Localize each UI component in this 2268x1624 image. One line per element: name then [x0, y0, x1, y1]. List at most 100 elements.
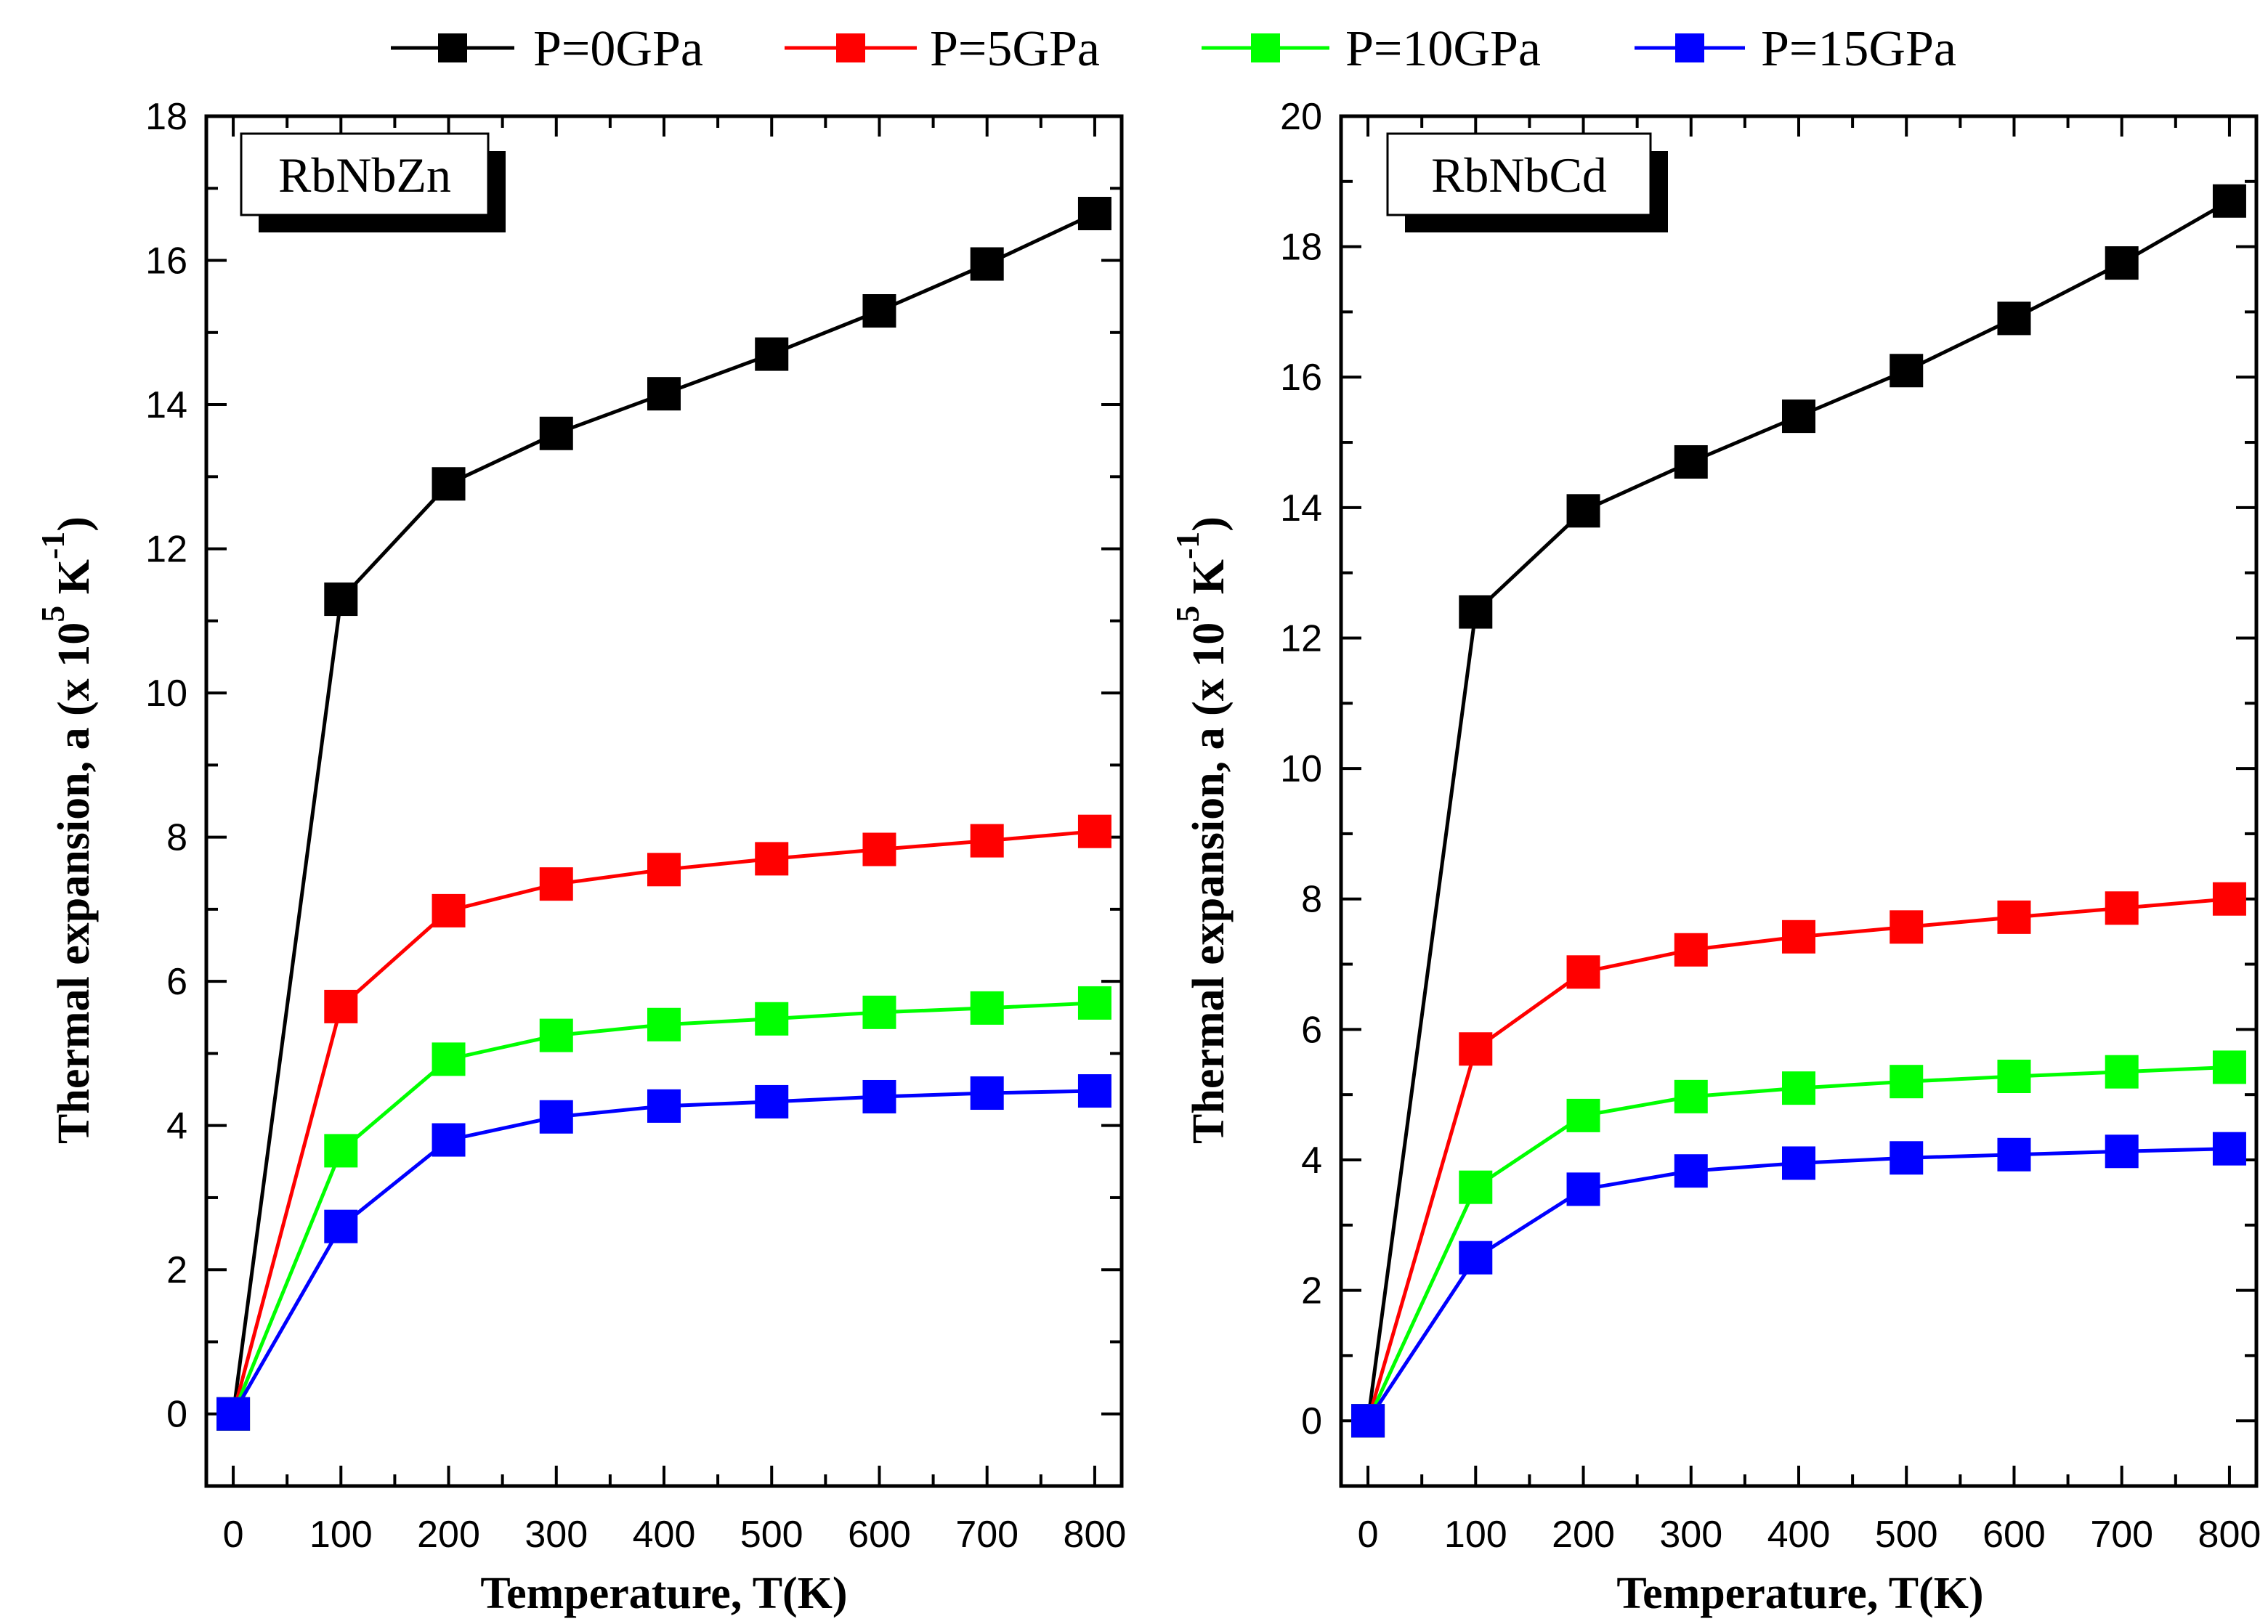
- x-tick-label: 200: [1552, 1514, 1615, 1556]
- data-point: [1566, 494, 1600, 528]
- data-point: [862, 832, 896, 866]
- title-box: [240, 132, 490, 216]
- x-tick-label: 300: [1659, 1514, 1722, 1556]
- y-tick-label: 0: [166, 1394, 187, 1436]
- x-tick-label: 100: [1444, 1514, 1507, 1556]
- data-point: [1782, 399, 1815, 434]
- legend-marker-P=10GPa: [1251, 33, 1280, 62]
- y-tick-label: 18: [1280, 227, 1322, 269]
- data-point: [539, 867, 573, 901]
- y-tick-label: 6: [1301, 1009, 1322, 1051]
- y-axis-title-main: Thermal expansion, a (x 10: [49, 622, 99, 1144]
- data-point: [970, 1076, 1004, 1111]
- data-point: [1890, 1141, 1924, 1175]
- x-tick-label: 200: [417, 1514, 480, 1556]
- y-tick-label: 12: [145, 529, 187, 571]
- chart-panel-2: 0 100 200 300 400 500 600 700 800 0 2 4 6 8 10 12 14 16 18…: [1169, 96, 2261, 1618]
- series-line-P=0GPa: [1366, 199, 2231, 1421]
- series-P=15GPa: [1366, 1147, 2230, 1422]
- data-point: [1782, 1146, 1815, 1180]
- x-tick-label: 100: [309, 1514, 373, 1556]
- data-point: [1566, 1172, 1600, 1206]
- data-point: [862, 1079, 896, 1113]
- x-tick-label: 600: [848, 1514, 911, 1556]
- data-point: [1077, 197, 1111, 231]
- y-tick-label: 14: [1280, 487, 1322, 529]
- legend-label: P=5GPa: [930, 21, 1100, 77]
- data-point: [647, 1007, 681, 1042]
- y-tick-label: 6: [166, 961, 187, 1003]
- y-axis-title-exponent: 5: [34, 606, 71, 622]
- data-point: [755, 842, 789, 876]
- title-box: [1386, 132, 1652, 216]
- y-axis-title: Thermal expansion, a (x 105 K-1): [34, 516, 99, 1144]
- plot-frame: [1339, 114, 2259, 1488]
- data-point: [432, 1042, 466, 1076]
- data-point: [1674, 1154, 1708, 1188]
- data-point: [539, 1100, 573, 1134]
- series-markers-P=15GPa: [1351, 1132, 2246, 1438]
- data-point: [1890, 354, 1924, 388]
- data-point: [755, 1084, 789, 1118]
- y-axis-title-unit-exponent: -1: [1169, 532, 1206, 559]
- series-P=15GPa: [231, 1089, 1095, 1415]
- data-point: [1459, 1170, 1493, 1204]
- data-point: [2212, 1132, 2246, 1166]
- y-tick-label: 16: [1280, 357, 1322, 399]
- data-point: [1459, 1032, 1493, 1066]
- y-tick-label: 18: [145, 96, 187, 138]
- data-point: [324, 989, 358, 1023]
- data-point: [1566, 1098, 1600, 1132]
- data-point: [432, 1123, 466, 1157]
- data-point: [1674, 933, 1708, 967]
- data-point: [1890, 1065, 1924, 1099]
- y-tick-label: 4: [1301, 1140, 1322, 1182]
- x-tick-label: 500: [740, 1514, 803, 1556]
- x-tick-label: 700: [955, 1514, 1018, 1556]
- data-point: [970, 991, 1004, 1025]
- y-tick-label: 4: [166, 1105, 187, 1148]
- y-tick-label: 16: [145, 240, 187, 283]
- y-tick-label: 10: [1280, 748, 1322, 790]
- y-tick-label: 14: [145, 384, 187, 426]
- data-point: [2105, 1055, 2139, 1089]
- x-axis-title: Temperature, T(K): [480, 1569, 847, 1618]
- data-point: [755, 337, 789, 371]
- data-point: [1674, 444, 1708, 479]
- data-point: [862, 995, 896, 1029]
- y-tick-label: 2: [166, 1249, 187, 1291]
- series-markers-P=15GPa: [216, 1074, 1111, 1431]
- x-tick-label: 500: [1875, 1514, 1938, 1556]
- data-point: [1351, 1404, 1385, 1438]
- y-tick-label: 2: [1301, 1270, 1322, 1312]
- data-point: [1674, 1079, 1708, 1113]
- legend-label: P=0GPa: [533, 21, 703, 77]
- series-markers-P=10GPa: [216, 986, 1111, 1431]
- series-markers-P=0GPa: [216, 197, 1111, 1431]
- series-P=0GPa: [1366, 199, 2231, 1421]
- data-point: [324, 582, 358, 617]
- y-tick-label: 12: [1280, 617, 1322, 659]
- x-tick-label: 800: [2198, 1514, 2261, 1556]
- y-axis-title-unit-exponent: -1: [34, 532, 71, 559]
- data-point: [1997, 1137, 2031, 1172]
- data-point: [2105, 1134, 2139, 1169]
- data-point: [1459, 595, 1493, 629]
- data-point: [1077, 1074, 1111, 1108]
- y-axis-title-close: ): [49, 516, 99, 532]
- y-axis-title-exponent: 5: [1169, 606, 1206, 622]
- chart-title: RbNbZn: [278, 147, 451, 203]
- data-point: [2212, 882, 2246, 916]
- x-tick-label: 400: [1767, 1514, 1831, 1556]
- y-tick-label: 10: [145, 673, 187, 715]
- data-point: [2212, 184, 2246, 218]
- y-axis-title-close: ): [1184, 516, 1234, 532]
- data-point: [324, 1209, 358, 1243]
- data-point: [1997, 900, 2031, 934]
- data-point: [1997, 301, 2031, 336]
- data-point: [1077, 986, 1111, 1020]
- x-tick-label: 0: [1358, 1514, 1379, 1556]
- x-tick-label: 400: [633, 1514, 696, 1556]
- chart-panel-1: 0 100 200 300 400 500 600 700 800 0 2 4 6 8 10 12 14 16 18…: [34, 96, 1126, 1618]
